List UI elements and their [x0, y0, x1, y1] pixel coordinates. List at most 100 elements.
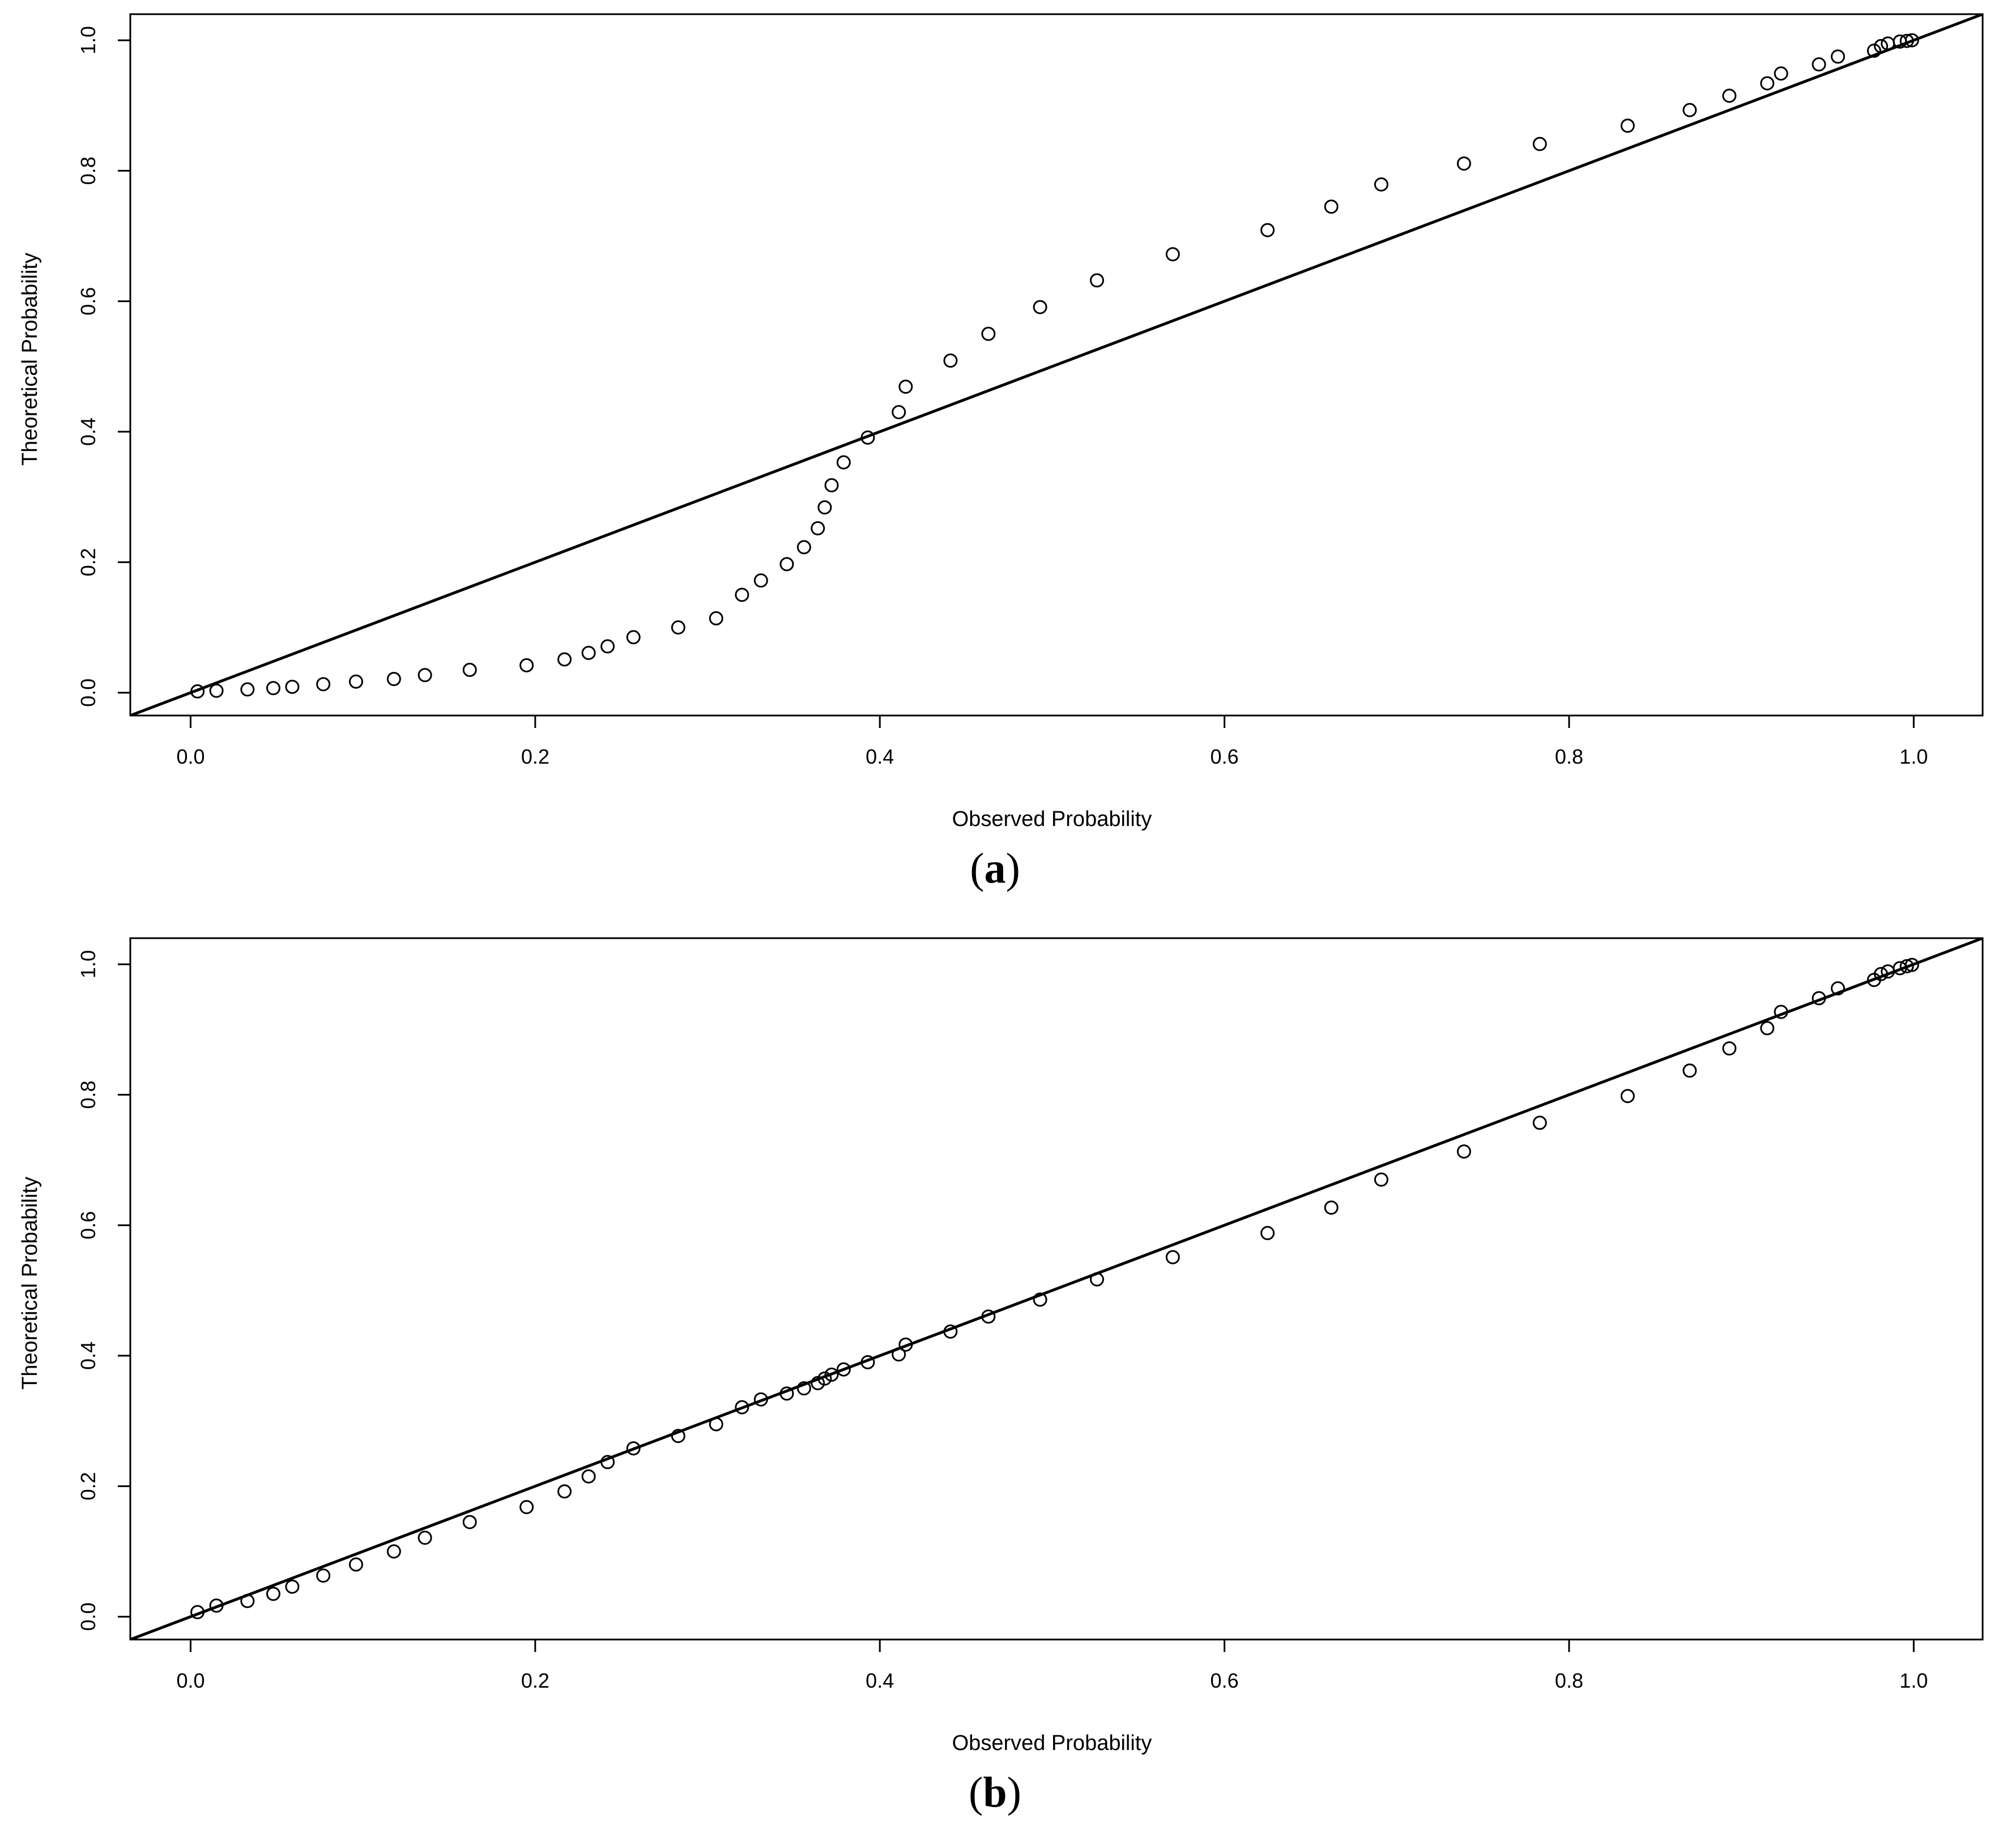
- caption-letter-b: b: [983, 1769, 1007, 1816]
- data-point: [1899, 959, 1914, 974]
- data-point: [1033, 1292, 1047, 1307]
- data-point: [1682, 103, 1697, 117]
- data-point: [386, 672, 401, 687]
- x-tick-label: 0.4: [866, 745, 894, 768]
- plot-frame: [129, 937, 1984, 1641]
- data-point: [671, 1429, 685, 1444]
- data-point: [1722, 1041, 1737, 1056]
- y-tick-label: 0.8: [76, 156, 100, 185]
- data-point: [1904, 33, 1919, 48]
- x-axis-title: Observed Probability: [952, 1731, 1152, 1755]
- data-point: [209, 1598, 224, 1613]
- data-point: [1812, 57, 1826, 72]
- data-point: [417, 668, 432, 683]
- data-point: [860, 430, 875, 445]
- data-point: [709, 611, 723, 625]
- data-point: [417, 1530, 432, 1545]
- data-point: [1830, 981, 1845, 996]
- y-axis-title: Theoretical Probability: [18, 1177, 42, 1390]
- chart-panel-b: 0.0 0.2 0.4 0.6 0.8 1.0 0.0 0.2 0.4 0.6 0.8 1.0 Obse…: [0, 924, 1990, 1848]
- plot-area: [130, 14, 1983, 716]
- data-point: [860, 1355, 875, 1370]
- caption-letter-a: a: [984, 845, 1006, 892]
- data-point: [981, 326, 996, 341]
- data-point: [811, 521, 825, 535]
- y-tick-label: 0.8: [76, 1080, 100, 1109]
- data-point: [348, 1557, 363, 1572]
- data-point: [796, 540, 811, 555]
- x-tick-label: 0.8: [1555, 1669, 1583, 1692]
- x-tick-label: 0.0: [176, 745, 204, 768]
- data-point: [1682, 1063, 1697, 1078]
- y-tick-label: 0.4: [76, 418, 100, 446]
- data-point: [735, 1400, 749, 1415]
- data-point: [1374, 1172, 1388, 1187]
- scatter-plot-b: 0.0 0.2 0.4 0.6 0.8 1.0 0.0 0.2 0.4 0.6 0.8 1.0 Obse…: [18, 937, 1984, 1755]
- data-point: [753, 573, 768, 588]
- panel-caption-a: (a): [970, 845, 1020, 892]
- data-point: [779, 557, 794, 572]
- data-point: [824, 1367, 839, 1382]
- data-point: [600, 1455, 615, 1470]
- data-point: [1456, 156, 1471, 171]
- data-point: [316, 677, 331, 692]
- data-point: [462, 662, 477, 677]
- data-point: [943, 354, 958, 368]
- data-point: [1456, 1144, 1471, 1159]
- panel-caption-b: (b): [969, 1769, 1021, 1816]
- x-tick-label: 0.2: [521, 1669, 549, 1692]
- data-point: [1620, 1089, 1635, 1104]
- chart-panel-a: 0.0 0.2 0.4 0.6 0.8 1.0 0.0 0.2 0.4 0.6 0.8 1.0 Obse…: [18, 13, 1984, 892]
- data-point: [1532, 137, 1547, 151]
- x-tick-label: 0.6: [1211, 1669, 1239, 1692]
- data-point: [1165, 247, 1180, 262]
- data-point: [1774, 66, 1788, 81]
- y-axis-title: Theoretical Probability: [18, 253, 42, 466]
- data-point: [1165, 1250, 1180, 1264]
- data-point: [1899, 33, 1914, 48]
- x-tick-label: 0.0: [176, 1669, 204, 1692]
- x-tick-label: 0.8: [1555, 745, 1583, 768]
- data-point: [285, 1579, 300, 1594]
- data-point: [519, 1500, 534, 1514]
- data-point: [557, 1484, 572, 1499]
- data-point: [240, 1594, 255, 1608]
- data-point: [709, 1417, 723, 1432]
- x-tick-label: 1.0: [1899, 1669, 1928, 1692]
- data-point: [1260, 1226, 1275, 1241]
- data-point: [1904, 957, 1919, 972]
- reference-line: [130, 14, 1983, 716]
- data-point: [557, 652, 572, 667]
- data-point: [898, 380, 913, 394]
- data-point: [1774, 1004, 1788, 1019]
- data-point: [626, 1441, 641, 1456]
- data-point: [462, 1515, 477, 1530]
- data-point: [285, 679, 300, 694]
- y-tick-label: 0.2: [76, 1472, 100, 1500]
- y-tick-label: 0.0: [76, 679, 100, 707]
- data-point: [836, 1362, 851, 1377]
- data-point: [1812, 991, 1826, 1006]
- data-point: [892, 1347, 906, 1362]
- data-point: [1881, 36, 1895, 51]
- data-point: [1532, 1115, 1547, 1130]
- data-point: [1089, 1272, 1104, 1287]
- data-point: [836, 455, 851, 470]
- x-tick-label: 1.0: [1899, 745, 1928, 768]
- data-point: [600, 639, 615, 654]
- data-point: [1722, 88, 1737, 103]
- data-point: [348, 674, 363, 689]
- x-tick-label: 0.6: [1211, 745, 1239, 768]
- y-tick-label: 1.0: [76, 950, 100, 978]
- plot-area: [130, 938, 1983, 1640]
- y-tick-label: 0.4: [76, 1342, 100, 1370]
- y-tick-label: 0.2: [76, 548, 100, 576]
- data-point: [190, 1605, 205, 1620]
- data-point: [240, 682, 255, 697]
- data-point: [735, 587, 749, 602]
- data-point: [1089, 273, 1104, 288]
- data-point: [266, 1586, 280, 1601]
- data-point: [898, 1337, 913, 1352]
- reference-line: [130, 938, 1983, 1640]
- data-point: [824, 478, 839, 492]
